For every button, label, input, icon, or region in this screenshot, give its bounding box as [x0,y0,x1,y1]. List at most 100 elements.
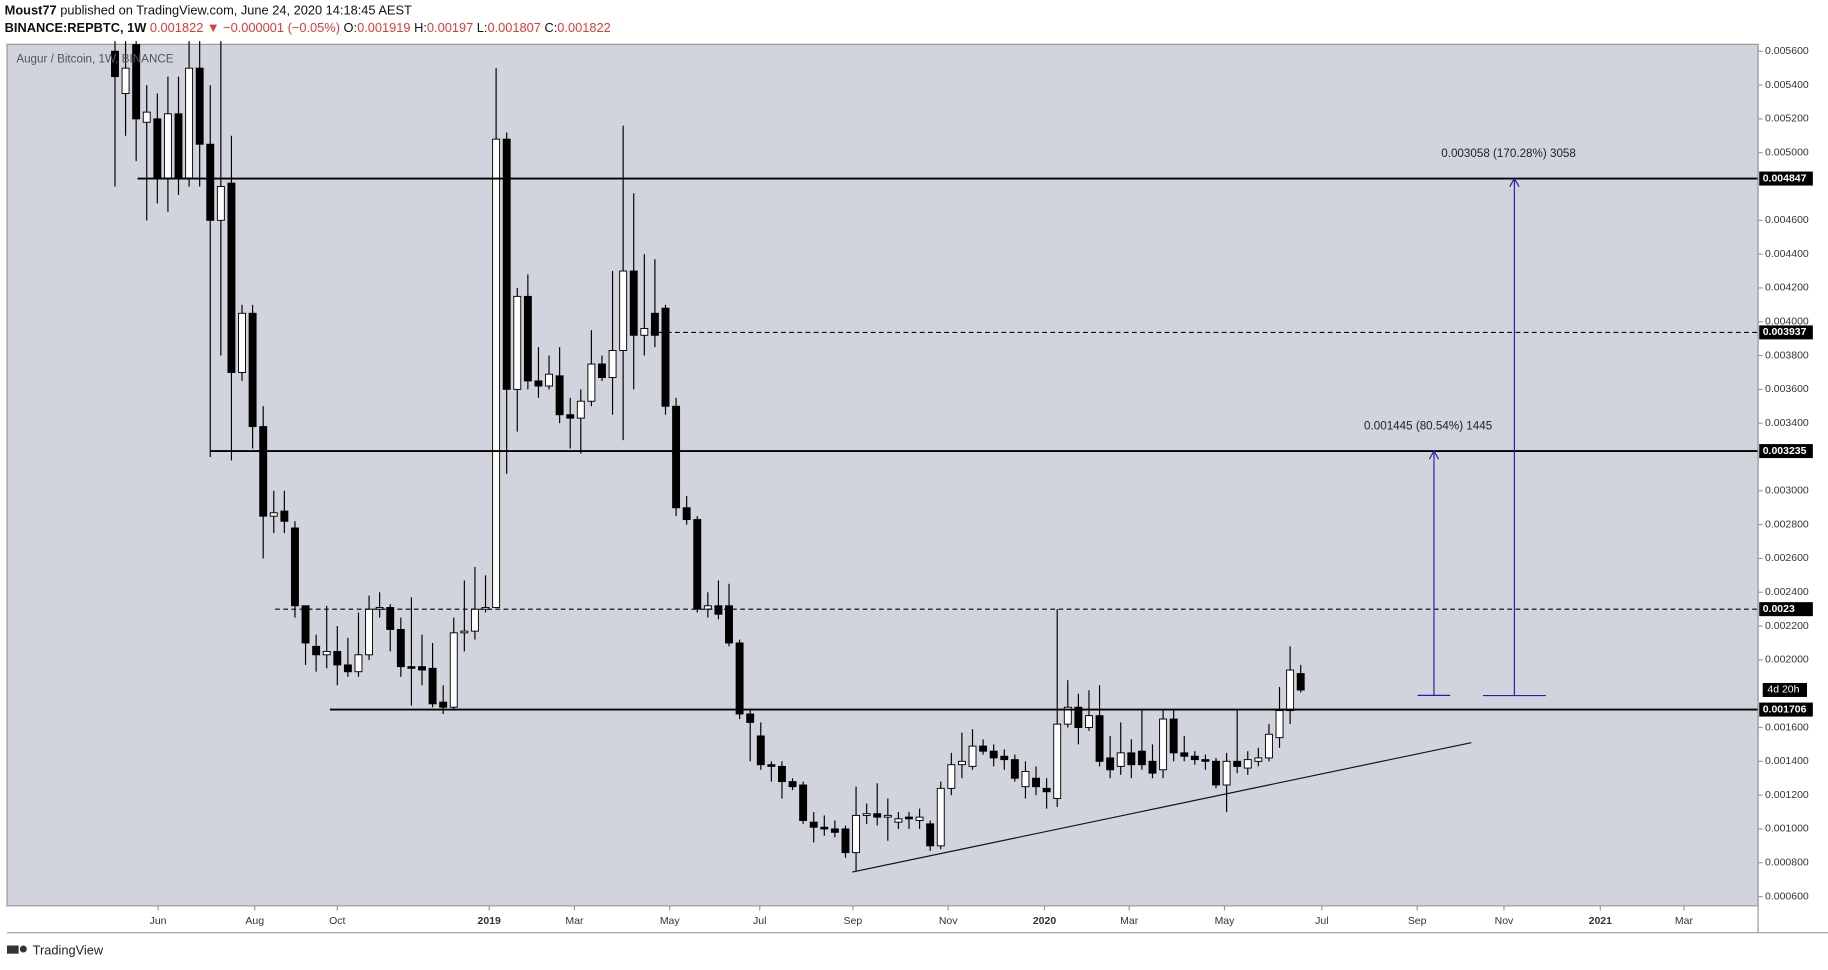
level-price-label: 0.003235 [1763,446,1807,457]
candle-body [1148,760,1157,774]
candle-body [513,295,522,390]
level-price-box [1759,171,1813,186]
author: Moust77 [5,3,57,18]
candle-body [418,666,426,671]
candle-body [555,375,564,416]
candle-body [947,764,956,789]
y-tick-label: 0.001400 [1765,756,1809,767]
x-tick-label: Sep [844,916,863,927]
x-tick-label: May [660,916,681,927]
y-tick-label: 0.002400 [1765,587,1809,598]
symbol-line: BINANCE:REPBTC, 1W 0.001822 ▼ −0.000001 … [5,21,611,36]
candle-body [1000,755,1009,761]
y-tick-label: 0.001000 [1765,824,1809,835]
candle-body [1116,752,1125,767]
candle-body [905,816,913,820]
candle-body [322,650,331,656]
candle-body [661,307,670,407]
candle-body [1085,715,1093,728]
candle-body [269,512,278,517]
candle-body [841,828,850,854]
candle-body [301,605,310,644]
x-tick-label: Nov [939,916,958,927]
candle-body [693,519,702,610]
chart-title: Augur / Bitcoin, 1W, BINANCE [16,53,173,66]
y-tick-label: 0.003400 [1765,418,1809,429]
candle-body [788,781,797,788]
candle-body [989,750,998,759]
y-tick-label: 0.002600 [1765,553,1809,564]
x-tick-label: Aug [245,916,264,927]
candle-body [111,50,119,78]
candle-body [1180,752,1189,757]
candle-body [132,44,141,120]
candle-body [862,813,871,816]
level-price-label: 0.0023 [1763,604,1795,615]
y-tick-label: 0.003800 [1765,350,1809,361]
countdown: 4d 20h [1767,685,1799,696]
level-price-label: 0.004847 [1763,173,1807,184]
candle-body [365,608,374,656]
ohlc-value: 0.001919 [357,21,410,36]
candle-body [915,816,924,821]
candle-body [407,666,416,669]
candle-body [968,745,977,767]
y-tick-label: 0.005000 [1765,147,1809,158]
candle-body [1032,777,1040,788]
candle-body [725,605,733,644]
candle-body [1063,706,1072,725]
y-tick-label: 0.005400 [1765,80,1809,91]
candle-body [523,295,532,382]
publish-line: Moust77 published on TradingView.com, Ju… [5,3,412,18]
candle-body [290,527,299,607]
candle-body [957,760,966,766]
candle-body [598,363,606,379]
candle-body [121,67,130,94]
y-tick-label: 0.004600 [1765,215,1809,226]
candle-body [1222,760,1231,786]
candle-body [153,118,162,179]
measure-arrowhead [1428,449,1440,460]
y-tick-label: 0.005200 [1765,114,1809,125]
candle-body [428,667,437,705]
candle-body [238,312,246,373]
level-price-label: 0.003937 [1763,327,1807,338]
candle-body [576,400,585,419]
candle-body [343,664,352,673]
ohlc-label: L: [477,21,488,36]
candle-body [259,426,268,517]
candle-body [227,182,236,373]
candle-body [185,67,194,179]
candle-body [650,312,659,336]
candle-body [809,821,818,828]
candle-body [1095,715,1104,762]
ohlc-value: 0.001807 [487,21,540,36]
candle-body [492,138,501,608]
candle-body [682,507,691,521]
candle-body [333,650,342,666]
candle-body [1286,669,1295,712]
x-tick-label: Oct [329,916,345,927]
candle-body [979,745,988,752]
last-price: 0.001822 [150,21,203,36]
candle-body [1159,718,1168,771]
candle-body [1169,718,1178,754]
y-tick-label: 0.003000 [1765,486,1809,497]
x-tick-label: Jul [1315,916,1328,927]
candle-body [672,405,681,509]
y-tick-label: 0.000800 [1765,858,1809,869]
candle-body [820,826,829,830]
trend-line [852,742,1472,873]
candle-body [1212,760,1220,786]
candle-body [280,510,289,522]
published: published on TradingView.com, June 24, 2… [60,3,412,18]
level-price-box [1759,702,1813,717]
candle-body [1201,759,1210,762]
x-tick-label: 2019 [478,916,501,927]
candle-body [587,363,596,402]
candle-body [386,606,395,630]
y-tick-label: 0.001600 [1765,722,1809,733]
x-tick-label: 2020 [1033,916,1056,927]
candle-body [1021,770,1030,788]
candle-body [1264,733,1273,759]
